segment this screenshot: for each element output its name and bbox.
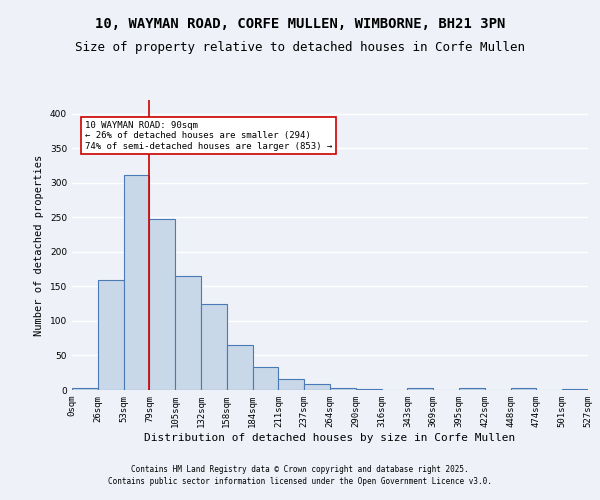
Bar	[330, 388, 356, 390]
Text: Contains HM Land Registry data © Crown copyright and database right 2025.: Contains HM Land Registry data © Crown c…	[131, 465, 469, 474]
Text: 10, WAYMAN ROAD, CORFE MULLEN, WIMBORNE, BH21 3PN: 10, WAYMAN ROAD, CORFE MULLEN, WIMBORNE,…	[95, 18, 505, 32]
Bar	[98, 280, 124, 390]
Text: Size of property relative to detached houses in Corfe Mullen: Size of property relative to detached ho…	[75, 41, 525, 54]
Text: Contains public sector information licensed under the Open Government Licence v3: Contains public sector information licen…	[108, 477, 492, 486]
Bar	[201, 304, 227, 390]
Bar	[72, 388, 98, 390]
Y-axis label: Number of detached properties: Number of detached properties	[34, 154, 44, 336]
X-axis label: Distribution of detached houses by size in Corfe Mullen: Distribution of detached houses by size …	[145, 432, 515, 442]
Bar	[149, 219, 175, 390]
Bar	[511, 388, 536, 390]
Bar	[278, 379, 304, 390]
Bar	[175, 276, 201, 390]
Bar	[562, 388, 588, 390]
Bar	[459, 388, 485, 390]
Bar	[407, 388, 433, 390]
Bar	[253, 367, 278, 390]
Bar	[124, 174, 149, 390]
Bar	[227, 345, 253, 390]
Text: 10 WAYMAN ROAD: 90sqm
← 26% of detached houses are smaller (294)
74% of semi-det: 10 WAYMAN ROAD: 90sqm ← 26% of detached …	[85, 120, 332, 150]
Bar	[304, 384, 330, 390]
